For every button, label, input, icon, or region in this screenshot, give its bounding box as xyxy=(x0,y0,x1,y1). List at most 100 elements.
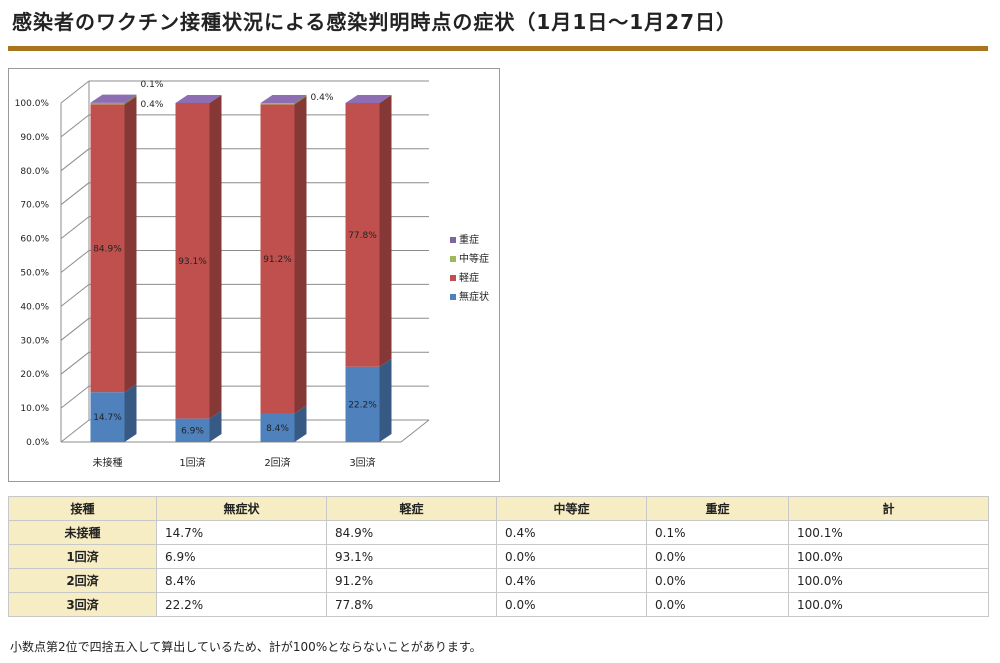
table-cell: 0.4% xyxy=(496,568,647,593)
y-tick-label: 60.0% xyxy=(20,235,49,245)
bar-segment xyxy=(345,103,380,367)
gridline-side xyxy=(60,317,90,341)
y-tick-label: 90.0% xyxy=(20,133,49,143)
y-tick-label: 40.0% xyxy=(20,302,49,312)
legend-label: 中等症 xyxy=(459,252,489,265)
data-label: 0.1% xyxy=(141,80,164,90)
table-cell: 0.4% xyxy=(496,520,647,545)
table-cell: 0.0% xyxy=(496,592,647,617)
table-row: 3回済 22.2% 77.8% 0.0% 0.0% 100.0% xyxy=(8,592,989,617)
bar-segment xyxy=(260,413,295,442)
y-tick-label: 20.0% xyxy=(20,370,49,380)
gridline-side xyxy=(60,250,90,273)
x-tick-label: 2回済 xyxy=(264,456,290,469)
gridline-side xyxy=(60,148,90,172)
table-cell: 14.7% xyxy=(156,520,327,545)
gridline-side xyxy=(60,216,90,239)
y-tick-label: 80.0% xyxy=(20,167,49,177)
data-label: 77.8% xyxy=(348,231,377,241)
table-cell: 0.0% xyxy=(646,592,789,617)
bar-segment-side xyxy=(209,95,222,419)
legend-label: 重症 xyxy=(459,233,479,246)
bar-segment xyxy=(175,418,210,442)
gridline-side xyxy=(60,351,90,375)
table-cell: 0.0% xyxy=(646,544,789,569)
bar-segment xyxy=(90,104,125,393)
table-cell: 77.8% xyxy=(326,592,497,617)
table-header-cell: 軽症 xyxy=(326,496,497,521)
bar-segment-side xyxy=(294,96,307,414)
legend-swatch xyxy=(450,294,456,300)
stacked-bar-chart: 0.0% 10.0% 20.0% 30.0% 40.0% 50.0% 60.0% 70.0% 8… xyxy=(8,68,500,482)
legend-swatch xyxy=(450,275,456,281)
gridline-side xyxy=(60,385,90,409)
data-label: 91.2% xyxy=(263,255,292,265)
bar-segment xyxy=(90,392,125,442)
x-tick-label: 1回済 xyxy=(179,456,205,469)
bar-segment xyxy=(90,103,125,105)
bar-segment-side xyxy=(124,94,137,103)
bar-segment-side xyxy=(209,410,222,442)
table-cell: 100.1% xyxy=(788,520,989,545)
table-cell: 93.1% xyxy=(326,544,497,569)
y-tick-label: 10.0% xyxy=(20,404,49,414)
legend-swatch xyxy=(450,237,456,243)
x-tick-label: 未接種 xyxy=(93,456,123,469)
bar-segment xyxy=(90,102,125,104)
table-row: 未接種 14.7% 84.9% 0.4% 0.1% 100.1% xyxy=(8,520,989,545)
page-title: 感染者のワクチン接種状況による感染判明時点の症状（1月1日～1月27日） xyxy=(12,10,737,34)
bar-top xyxy=(90,94,137,103)
table-header-cell: 重症 xyxy=(646,496,789,521)
table-cell: 0.0% xyxy=(496,544,647,569)
table-cell: 0.0% xyxy=(646,568,789,593)
table-header-row: 接種 無症状 軽症 中等症 重症 計 xyxy=(8,496,989,521)
row-label: 3回済 xyxy=(8,592,157,617)
data-label: 14.7% xyxy=(93,413,122,423)
bar-segment xyxy=(175,103,210,419)
table-header-cell: 接種 xyxy=(8,496,157,521)
bar-segment xyxy=(260,104,295,414)
y-tick-label: 30.0% xyxy=(20,336,49,346)
y-tick-label: 0.0% xyxy=(26,438,49,448)
legend-label: 軽症 xyxy=(459,271,479,284)
gridline-side xyxy=(60,419,90,443)
title-divider xyxy=(8,46,988,51)
table-cell: 0.1% xyxy=(646,520,789,545)
y-tick-label: 100.0% xyxy=(15,99,50,109)
bar-top xyxy=(175,95,222,103)
gridline-side xyxy=(60,114,90,138)
floor-edge xyxy=(400,419,430,443)
bar-segment-side xyxy=(124,95,137,105)
table-cell: 6.9% xyxy=(156,544,327,569)
bar-segment-side xyxy=(124,384,137,442)
bar-segment-side xyxy=(379,95,392,367)
bar-segment xyxy=(345,366,380,442)
data-label: 6.9% xyxy=(181,426,204,436)
table-cell: 91.2% xyxy=(326,568,497,593)
bar-top xyxy=(345,95,392,103)
table-header-cell: 無症状 xyxy=(156,496,327,521)
gridline-side xyxy=(60,284,90,307)
gridline-side xyxy=(60,80,90,104)
data-label: 8.4% xyxy=(266,424,289,434)
bar-segment-side xyxy=(294,95,307,105)
table-cell: 100.0% xyxy=(788,544,989,569)
table-cell: 22.2% xyxy=(156,592,327,617)
table-cell: 84.9% xyxy=(326,520,497,545)
gridline-side xyxy=(60,182,90,206)
data-label: 0.4% xyxy=(141,100,164,110)
bar-segment-side xyxy=(124,96,137,393)
table-cell: 100.0% xyxy=(788,592,989,617)
row-label: 未接種 xyxy=(8,520,157,545)
y-tick-label: 50.0% xyxy=(20,269,49,279)
legend-swatch xyxy=(450,256,456,262)
data-label: 0.4% xyxy=(311,93,334,103)
x-tick-label: 3回済 xyxy=(349,456,375,469)
bar-segment-side xyxy=(379,358,392,442)
data-label: 84.9% xyxy=(93,244,122,254)
table-row: 1回済 6.9% 93.1% 0.0% 0.0% 100.0% xyxy=(8,544,989,569)
bar-top xyxy=(260,95,307,103)
table-header-cell: 計 xyxy=(788,496,989,521)
symptom-table: 接種 無症状 軽症 中等症 重症 計 未接種 14.7% 84.9% 0.4% … xyxy=(8,496,989,617)
bar-segment-side xyxy=(294,405,307,442)
